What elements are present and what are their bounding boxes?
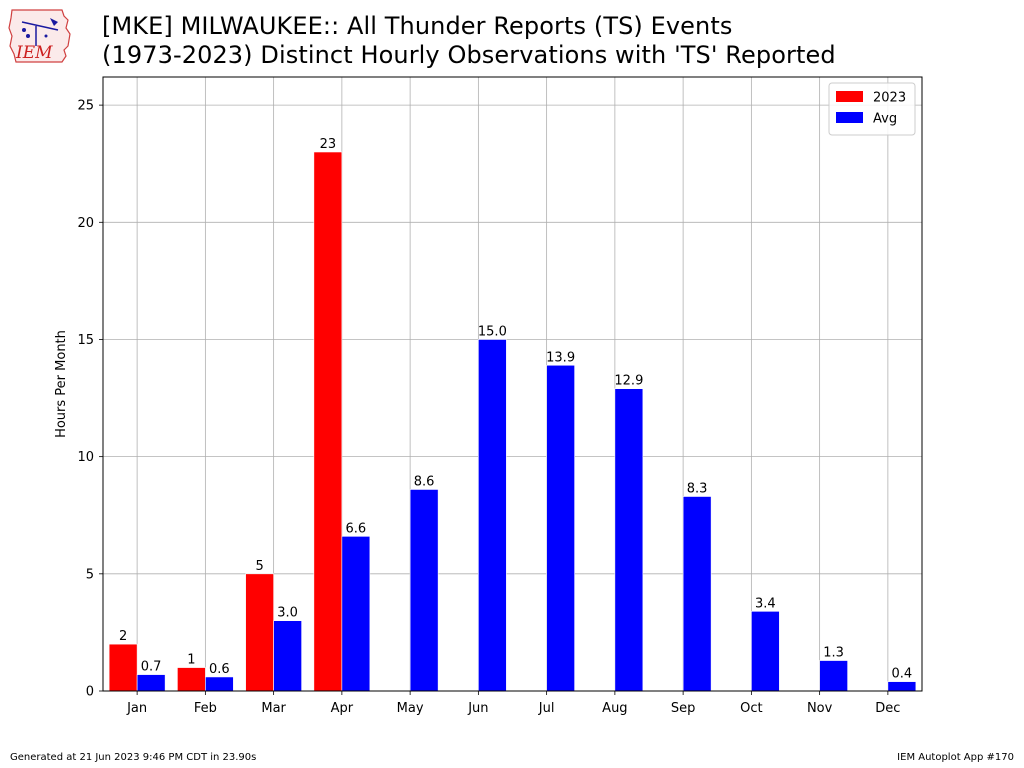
legend-label: 2023 (873, 91, 906, 106)
y-axis-label: Hours Per Month (54, 330, 69, 438)
bar-value-label: 1.3 (823, 646, 844, 661)
grid-lines (103, 77, 922, 692)
x-tick-label: May (397, 701, 424, 716)
bar-avg-jun (478, 339, 507, 692)
bar-value-label: 0.7 (141, 660, 162, 675)
bar-value-label: 6.6 (346, 521, 367, 536)
y-tick-label: 15 (77, 333, 94, 348)
legend-swatch (836, 112, 863, 123)
bar-avg-mar (273, 620, 302, 692)
bar-2023-apr (313, 151, 343, 692)
bar-value-label: 2 (119, 629, 127, 644)
x-tick-label: Sep (671, 701, 696, 716)
bar-avg-oct (751, 611, 780, 692)
plot-frame (102, 76, 923, 692)
chart-title-line-1: [MKE] MILWAUKEE:: All Thunder Reports (T… (102, 12, 733, 40)
x-tick-label: Oct (740, 701, 762, 716)
bar-avg-jul (546, 364, 575, 692)
x-tick-label: Dec (875, 701, 900, 716)
bar-value-label: 13.9 (546, 350, 575, 365)
y-tick-label: 20 (77, 216, 94, 231)
bar-value-label: 1 (187, 653, 195, 668)
bar-avg-dec (887, 681, 917, 692)
bar-avg-may (409, 489, 439, 692)
legend-swatch (836, 91, 863, 102)
y-tick-label: 5 (86, 567, 94, 582)
x-tick-label: Feb (194, 701, 217, 716)
bar-value-label: 3.4 (755, 596, 776, 611)
x-tick-label: Jan (126, 701, 147, 716)
logo-text: IEM (15, 43, 53, 63)
y-tick-label: 0 (86, 685, 94, 700)
bar-value-label: 0.6 (209, 662, 230, 677)
bar-avg-jan (136, 674, 166, 692)
bar-value-labels: 2 1 5 23 0.7 0.6 3.0 6.6 8.6 15.0 13.9 12.9 8.3 3.4 1.… (119, 137, 912, 682)
bar-value-label: 15.0 (478, 324, 507, 339)
y-tick-label: 10 (77, 450, 94, 465)
chart-title-line-2: (1973-2023) Distinct Hourly Observations… (102, 41, 836, 69)
x-tick-label: Jul (538, 701, 555, 716)
legend: 2023 Avg (828, 82, 916, 136)
bar-value-label: 3.0 (277, 606, 298, 621)
x-tick-label: Mar (261, 701, 286, 716)
footer-app-text: IEM Autoplot App #170 (897, 752, 1014, 763)
bar-value-label: 12.9 (614, 374, 643, 389)
bar-avg-aug (614, 388, 644, 692)
x-tick-label: Apr (331, 701, 354, 716)
legend-label: Avg (873, 112, 897, 127)
bar-2023-feb (177, 667, 206, 692)
bar-avg-sep (682, 496, 712, 692)
x-tick-label: Nov (807, 701, 833, 716)
bar-value-label: 8.6 (414, 474, 435, 489)
bar-value-label: 23 (320, 137, 337, 152)
bar-avg-feb (205, 676, 234, 692)
bars (108, 151, 917, 692)
bar-2023-jan (108, 643, 138, 692)
x-tick-label: Aug (602, 701, 627, 716)
y-tick-label: 25 (77, 99, 94, 114)
bar-avg-apr (341, 536, 371, 692)
footer-generated-text: Generated at 21 Jun 2023 9:46 PM CDT in … (10, 752, 257, 763)
bar-value-label: 5 (255, 559, 263, 574)
bar-value-label: 0.4 (892, 667, 913, 682)
bar-avg-nov (819, 660, 848, 692)
bar-2023-mar (245, 573, 274, 692)
x-tick-label: Jun (467, 701, 488, 716)
bar-value-label: 8.3 (687, 481, 708, 496)
iem-logo-icon: IEM (8, 9, 71, 63)
